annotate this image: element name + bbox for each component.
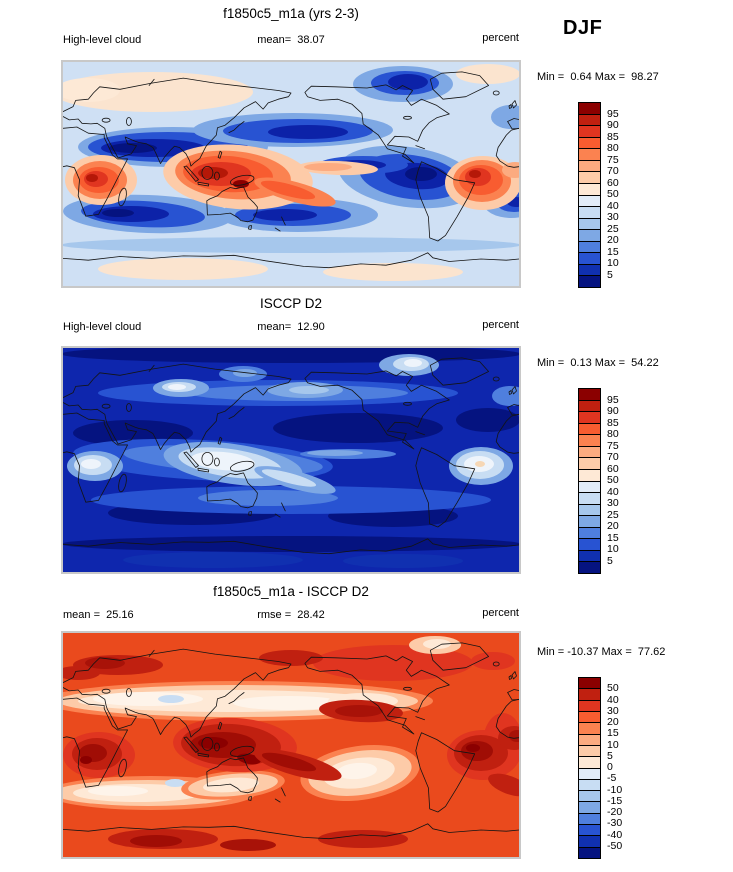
minmax-label: Min = 0.13 Max = 54.22 (537, 357, 659, 369)
variable-label: High-level cloud (63, 321, 142, 333)
units-label: percent (482, 32, 519, 44)
mean-label: mean= 38.07 (257, 34, 325, 46)
mean-label: mean = 25.16 (63, 609, 134, 621)
variable-label: High-level cloud (63, 34, 142, 46)
minmax-label: Min = 0.64 Max = 98.27 (537, 71, 659, 83)
panel-header: mean = 25.16 rmse = 28.42 percent (63, 607, 519, 623)
panel-title: f1850c5_m1a - ISCCP D2 (213, 584, 369, 599)
panel-header: High-level cloud mean= 12.90 percent (63, 319, 519, 335)
units-label: percent (482, 319, 519, 331)
panel-title: f1850c5_m1a (yrs 2-3) (223, 6, 359, 21)
colorbar-obs: 95 90 85 80 75 70 60 50 40 30 25 20 15 10 5 (578, 388, 619, 574)
colorbar-difference: 50 40 30 20 15 10 5 0 -5 -10 -15 -20 -30 -40 -50 (578, 677, 622, 859)
map-model (61, 60, 521, 288)
colorbar-model: 95 90 85 80 75 70 60 50 40 30 25 20 15 10 5 (578, 102, 619, 288)
panel-title: ISCCP D2 (259, 296, 323, 311)
season-label: DJF (563, 17, 603, 39)
map-obs (61, 346, 521, 574)
minmax-label: Min = -10.37 Max = 77.62 (537, 646, 666, 658)
rmse-label: rmse = 28.42 (257, 609, 325, 621)
mean-label: mean= 12.90 (257, 321, 325, 333)
map-difference (61, 631, 521, 859)
units-label: percent (482, 607, 519, 619)
panel-header: High-level cloud mean= 38.07 percent (63, 32, 519, 48)
